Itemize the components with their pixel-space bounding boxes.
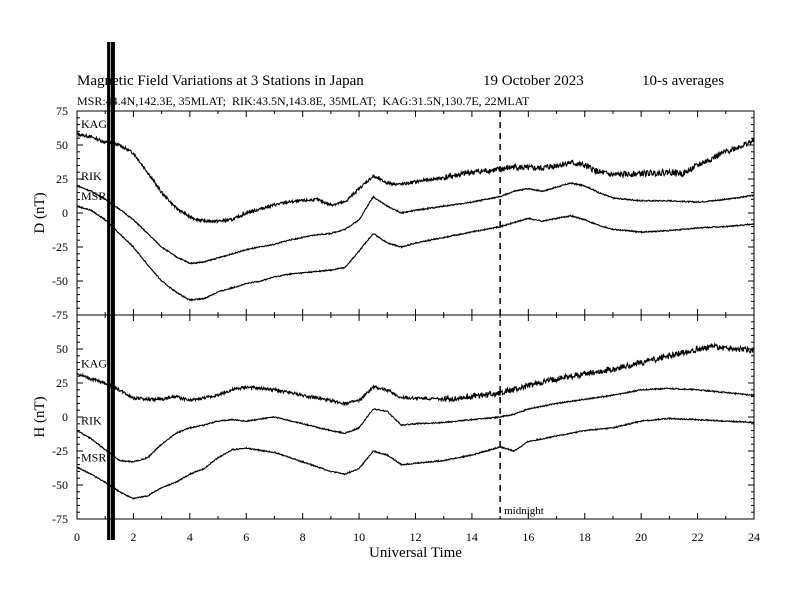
y-tick-label: 50 <box>56 342 68 356</box>
x-tick-label: 14 <box>466 530 478 544</box>
midnight-label: midnight <box>504 505 544 517</box>
x-tick-label: 16 <box>522 530 534 544</box>
series-label-kag: KAG <box>81 117 107 131</box>
series-rik-line <box>76 387 755 463</box>
panel-frame <box>76 314 755 520</box>
y-tick-label: 50 <box>56 138 68 152</box>
x-axis-label: Universal Time <box>369 545 462 561</box>
panel-frame <box>76 110 755 316</box>
page-title: Magnetic Field Variations at 3 Stations … <box>77 73 364 89</box>
x-tick-label: 0 <box>74 530 80 544</box>
x-tick-label: 12 <box>410 530 422 544</box>
y-axis-label: H (nT) <box>32 396 48 437</box>
x-tick-label: 24 <box>748 530 760 544</box>
series-msr-line <box>76 205 755 302</box>
stations-line: MSR:44.4N,142.3E, 35MLAT; RIK:43.5N,143.… <box>77 94 530 108</box>
d-panel: 75 50 25 0 -25 -50 -75 D (nT) KAG RIK MSR <box>32 104 755 322</box>
series-label-kag: KAG <box>81 356 107 370</box>
y-tick-label: 25 <box>56 376 68 390</box>
y-tick-label: 0 <box>62 206 68 220</box>
series-label-rik: RIK <box>81 169 102 183</box>
y-tick-label: -50 <box>52 274 68 288</box>
x-tick-label: 22 <box>692 530 704 544</box>
y-tick-label: -75 <box>52 308 68 322</box>
x-tick-label: 20 <box>635 530 647 544</box>
averaging-label: 10-s averages <box>642 73 725 89</box>
series-rik-line <box>76 181 755 265</box>
y-tick-label: -50 <box>52 478 68 492</box>
y-tick-label: -75 <box>52 512 68 526</box>
x-tick-label: 8 <box>300 530 306 544</box>
x-tick-label: 2 <box>130 530 136 544</box>
y-tick-label: 0 <box>62 410 68 424</box>
series-kag-line <box>76 342 755 407</box>
y-tick-label: -25 <box>52 240 68 254</box>
x-tick-label: 4 <box>187 530 193 544</box>
x-tick-label: 10 <box>353 530 365 544</box>
y-tick-label: 75 <box>56 104 68 118</box>
x-tick-label: 6 <box>243 530 249 544</box>
chart-date: 19 October 2023 <box>483 73 584 89</box>
y-axis-label: D (nT) <box>32 192 48 233</box>
series-kag-line <box>76 131 755 224</box>
overlay: midnight <box>107 42 544 540</box>
y-tick-label: 25 <box>56 172 68 186</box>
series-msr-line <box>76 417 755 500</box>
series-label-rik: RIK <box>81 414 102 428</box>
y-tick-label: -25 <box>52 444 68 458</box>
series-label-msr: MSR <box>81 450 106 464</box>
x-tick-label: 18 <box>579 530 591 544</box>
series-label-msr: MSR <box>81 189 106 203</box>
